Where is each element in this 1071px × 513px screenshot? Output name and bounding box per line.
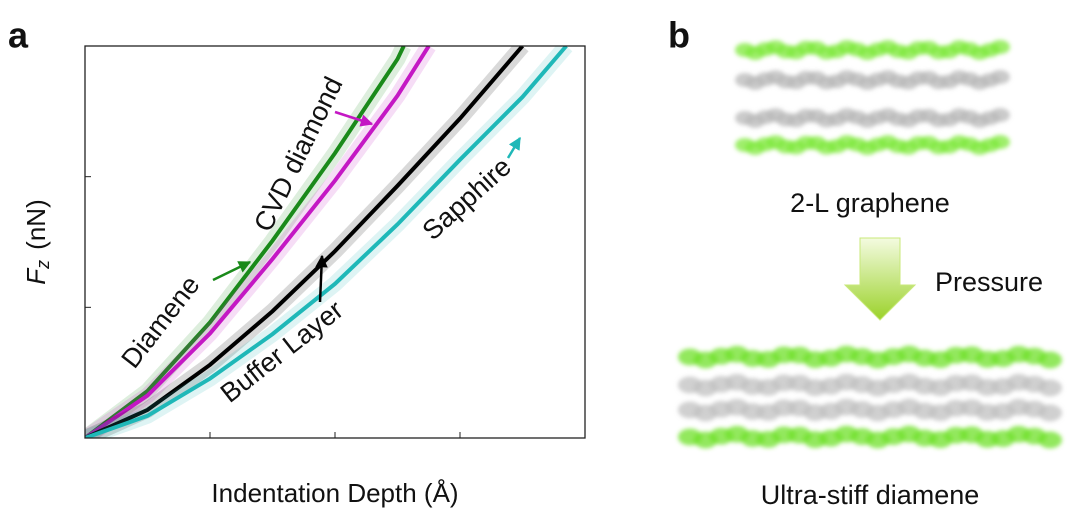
x-tick-label: 0.2 xyxy=(198,447,222,466)
x-tick-label: 0.8 xyxy=(573,447,597,466)
y-tick-label: 40 xyxy=(60,166,79,185)
structure-label: 2-L graphene xyxy=(790,188,950,218)
series-line xyxy=(85,46,406,438)
y-tick-label: 20 xyxy=(60,297,79,316)
x-tick-label: 0.6 xyxy=(448,447,472,466)
atom xyxy=(990,40,1010,55)
arrow xyxy=(212,260,252,282)
y-symbol: F xyxy=(21,267,51,285)
y-axis-title: Fz (nN) xyxy=(21,199,53,284)
structure-label: Ultra-stiff diamene xyxy=(761,480,980,510)
arrow xyxy=(315,254,328,303)
x-tick-label: 0.0 xyxy=(73,447,97,466)
plot: 0.0 0.2 0.4 0.6 0.8 0 20 40 60 xyxy=(60,35,597,466)
atom xyxy=(1038,404,1062,422)
panel-label: b xyxy=(668,15,690,56)
atom xyxy=(990,70,1010,85)
y-tick-label: 0 xyxy=(70,427,79,446)
arrow-label: Pressure xyxy=(935,267,1043,297)
atom xyxy=(1038,431,1062,449)
y-unit: (nN) xyxy=(21,199,51,250)
plot-frame xyxy=(84,45,586,439)
atom xyxy=(990,135,1010,150)
series-line xyxy=(85,46,568,438)
atom xyxy=(990,108,1010,123)
structure xyxy=(678,40,1062,449)
x-tick-label: 0.4 xyxy=(323,447,347,466)
series-line xyxy=(85,46,431,438)
panel-label: a xyxy=(8,15,29,56)
arrow xyxy=(506,136,522,159)
arrow xyxy=(334,110,374,127)
pressure-arrow xyxy=(843,237,917,321)
x-axis-title: Indentation Depth (Å) xyxy=(211,478,458,508)
series-line xyxy=(85,46,525,438)
y-tick-label: 60 xyxy=(60,35,79,54)
atom xyxy=(1038,351,1062,369)
atom xyxy=(1038,379,1062,397)
y-subscript: z xyxy=(33,260,53,270)
